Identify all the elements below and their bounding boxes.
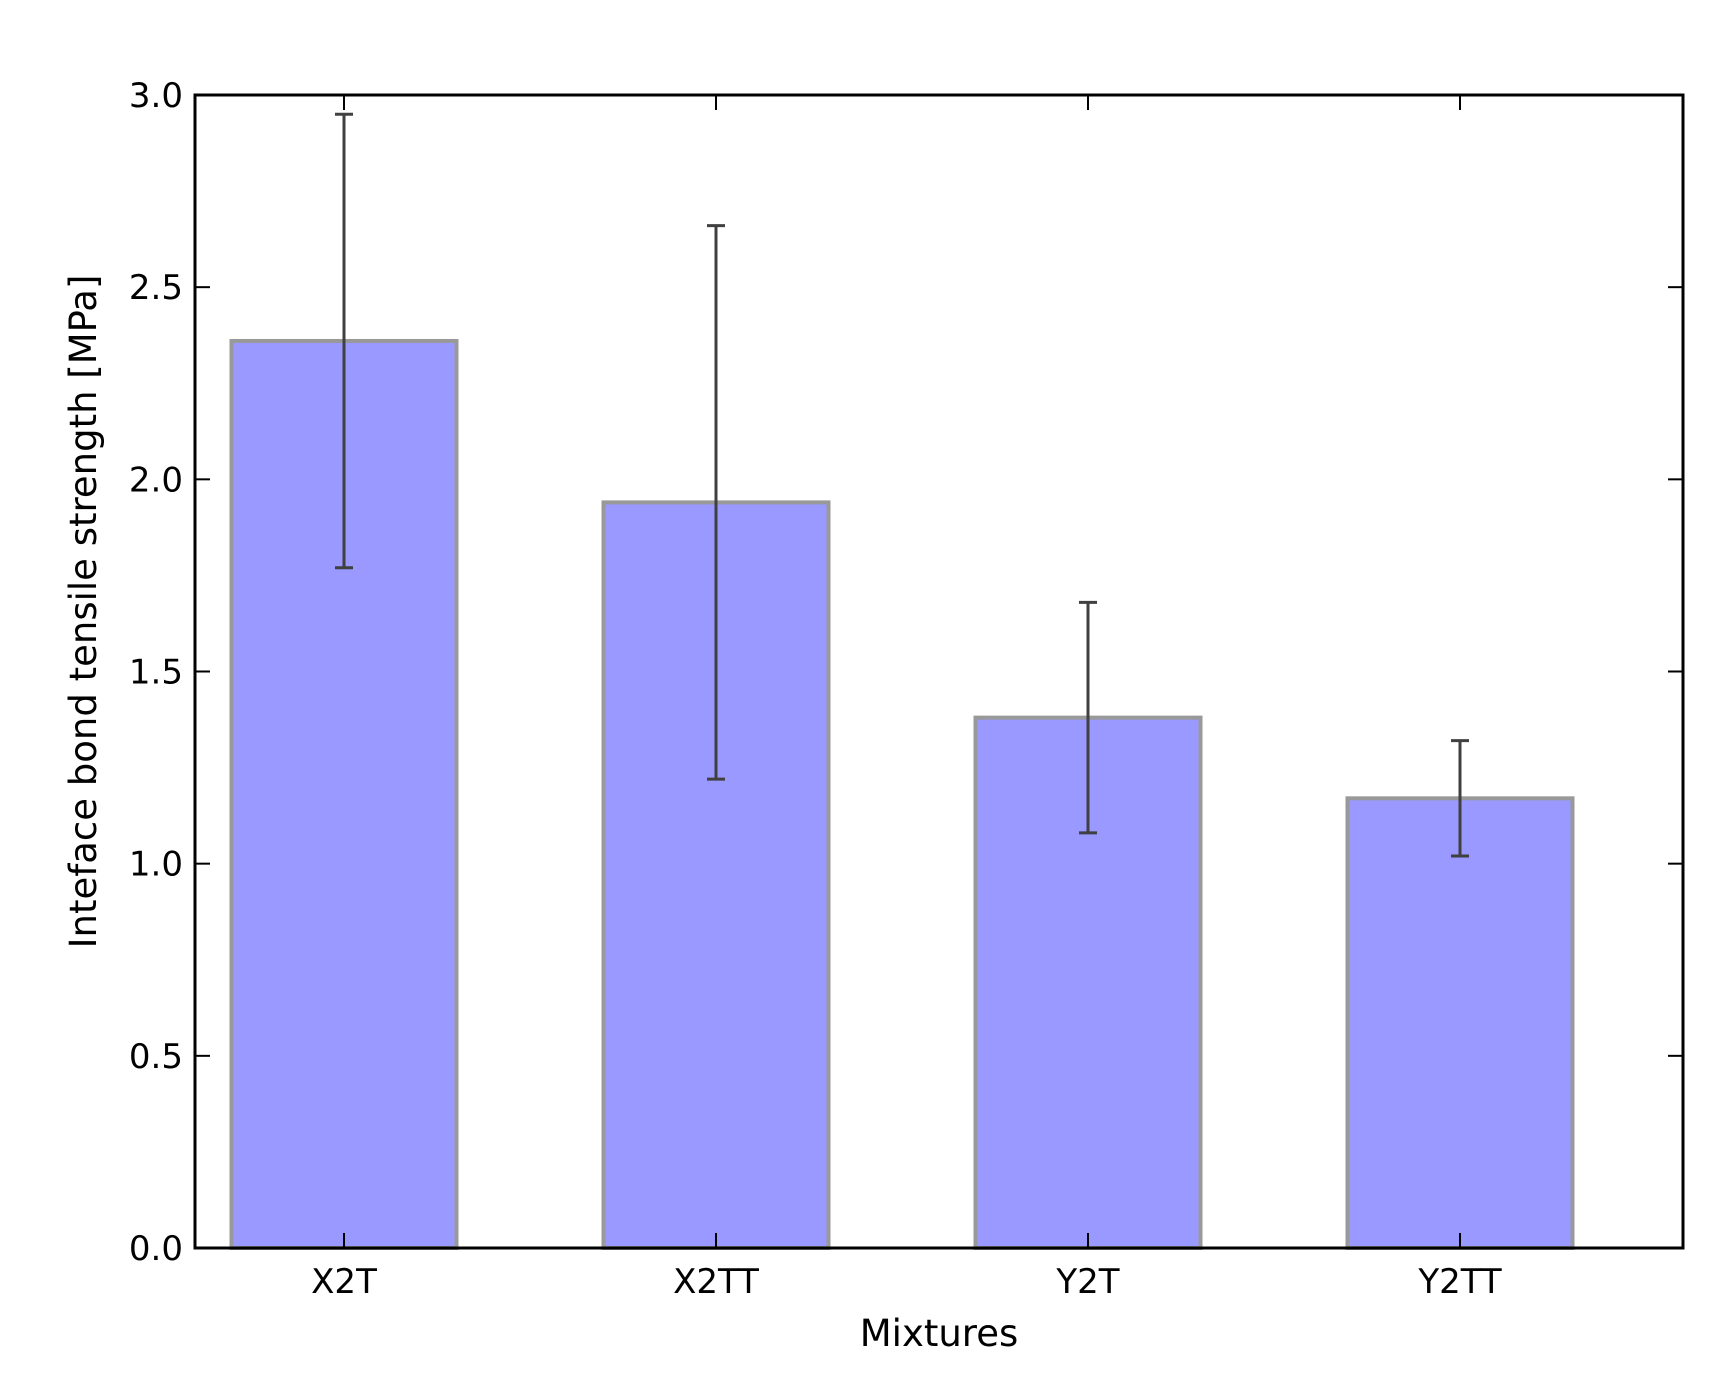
error-bar-x2t <box>335 112 353 570</box>
ticks-group <box>195 94 1683 1249</box>
y-tick-label: 0.0 <box>129 1229 183 1269</box>
error-bar-x2tt <box>707 224 725 781</box>
tick-labels-group: X2T X2TT Y2T Y2TT 0.0 0.5 1.0 1.5 2.0 2.5 3.0 <box>129 76 1502 1302</box>
error-bars-group <box>335 112 1469 858</box>
bar-y2tt <box>1345 796 1575 1251</box>
y-tick-label: 0.5 <box>129 1037 183 1077</box>
error-bar-y2t <box>1079 600 1097 835</box>
x-tick-label: X2T <box>311 1262 377 1302</box>
y-tick-label: 2.5 <box>129 268 183 308</box>
y-tick-label: 3.0 <box>129 76 183 116</box>
error-bar-y2tt <box>1451 739 1469 858</box>
x-axis-label: Mixtures <box>860 1312 1019 1355</box>
y-axis-label: Inteface bond tensile strength [MPa] <box>62 275 105 949</box>
x-tick-label: Y2T <box>1055 1262 1119 1302</box>
x-tick-label: Y2TT <box>1417 1262 1502 1302</box>
y-tick-label: 1.5 <box>129 653 183 693</box>
x-tick-label: X2TT <box>673 1262 759 1302</box>
y-tick-label: 2.0 <box>129 460 183 500</box>
y-tick-label: 1.0 <box>129 845 183 885</box>
